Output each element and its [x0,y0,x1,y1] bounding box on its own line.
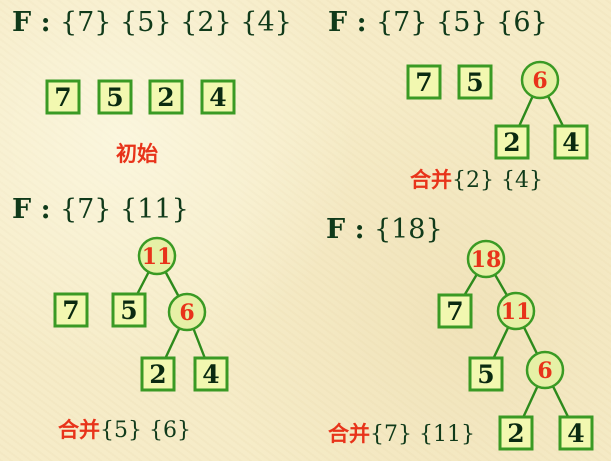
merged-circle [496,291,536,331]
leaf-node: 2 [494,124,530,160]
leaf-node: 2 [148,79,184,115]
merged-circle [167,292,207,332]
node-weight: 6 [532,68,547,94]
node-weight: 2 [149,360,166,389]
node-weight: 5 [466,68,483,97]
leaf-node: 7 [437,293,473,329]
node-weight: 2 [503,128,520,157]
panel-1-caption: 初始 [116,144,158,166]
leaf-box [494,124,530,160]
heading-prefix: F : [12,194,60,225]
leaf-box [53,292,89,328]
node-weight: 11 [501,299,532,325]
forest-sets: {7} {5} {6} [375,7,548,38]
caption-sets: {7} {11} [370,422,475,447]
merged-circle [466,239,506,279]
caption-label: 合并 [328,422,370,446]
leaf-box [111,292,147,328]
leaf-node: 7 [45,79,81,115]
forest-sets: {18} [373,214,443,245]
caption-label: 合并 [410,168,452,192]
leaf-node: 4 [193,356,229,392]
panel-1-tree: 7 5 2 4 [45,79,236,115]
node-weight: 5 [120,296,137,325]
merged-node: 11 [496,291,536,331]
leaf-node: 5 [457,64,493,100]
panel-2-caption: 合并{2} {4} [410,170,543,192]
merged-node: 6 [525,350,565,390]
leaf-node: 7 [406,64,442,100]
merged-node: 11 [137,236,177,276]
leaf-node: 4 [553,124,589,160]
leaf-node: 2 [498,415,534,451]
leaf-box [468,356,504,392]
node-weight: 5 [106,83,123,112]
merged-circle [137,236,177,276]
leaf-box [553,124,589,160]
leaf-box [457,64,493,100]
node-weight: 6 [537,358,552,384]
node-weight: 7 [62,296,79,325]
merged-circle [520,60,560,100]
leaf-node: 4 [200,79,236,115]
caption-label: 合并 [58,418,100,442]
node-weight: 11 [142,244,173,270]
heading-prefix: F : [328,7,376,38]
panel-4-heading: F : {18} [326,216,443,243]
leaf-node: 4 [558,415,594,451]
leaf-node: 5 [468,356,504,392]
leaf-box [193,356,229,392]
leaf-box [97,79,133,115]
node-weight: 4 [567,419,584,448]
forest-sets: {7} {11} [59,194,189,225]
merged-circle [525,350,565,390]
merged-node: 6 [520,60,560,100]
panel-4-tree: 18 7 11 5 6 2 4 [437,239,594,451]
node-weight: 2 [157,83,174,112]
leaf-node: 7 [53,292,89,328]
panel-3-caption: 合并{5} {6} [58,420,191,442]
leaf-box [437,293,473,329]
leaf-box [200,79,236,115]
node-weight: 4 [562,128,579,157]
merged-node: 6 [167,292,207,332]
leaf-box [148,79,184,115]
panel-3-tree: 11 7 5 6 2 4 [53,236,229,392]
leaf-box [140,356,176,392]
leaf-node: 5 [111,292,147,328]
panel-2-heading: F : {7} {5} {6} [328,9,548,36]
caption-sets: {5} {6} [100,418,191,443]
node-weight: 6 [179,300,194,326]
heading-prefix: F : [12,7,60,38]
leaf-box [406,64,442,100]
caption-sets: {2} {4} [452,168,543,193]
node-weight: 18 [471,247,502,273]
node-weight: 4 [202,360,219,389]
leaf-node: 2 [140,356,176,392]
panel-4-caption: 合并{7} {11} [328,424,475,446]
merged-node: 18 [466,239,506,279]
node-weight: 7 [415,68,432,97]
panel-2-tree: 7 5 6 2 4 [406,60,589,160]
node-weight: 7 [54,83,71,112]
node-weight: 5 [477,360,494,389]
leaf-box [558,415,594,451]
panel-1-heading: F : {7} {5} {2} {4} [12,9,292,36]
caption-label: 初始 [116,142,158,166]
leaf-box [45,79,81,115]
node-weight: 7 [446,297,463,326]
heading-prefix: F : [326,214,374,245]
leaf-box [498,415,534,451]
node-weight: 4 [209,83,226,112]
leaf-node: 5 [97,79,133,115]
panel-3-heading: F : {7} {11} [12,196,189,223]
node-weight: 2 [507,419,524,448]
forest-sets: {7} {5} {2} {4} [59,7,292,38]
